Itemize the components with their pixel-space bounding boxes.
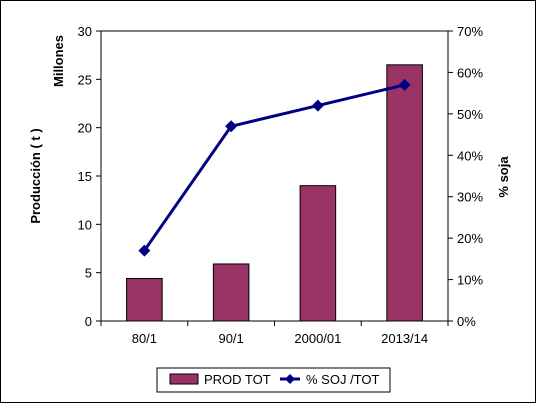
category-axis-ticks: 80/1 90/1 2000/01 2013/14: [100, 321, 449, 346]
category-label: 2013/14: [381, 331, 428, 346]
legend-label-line: % SOJ /TOT: [306, 372, 379, 387]
right-tick-label: 60%: [457, 65, 483, 80]
right-axis-ticks: 0% 10% 20% 30% 40% 50% 60% 70%: [448, 24, 483, 329]
line-path: [143, 83, 405, 252]
left-tick-label: 20: [78, 121, 92, 136]
left-tick-label: 30: [78, 24, 92, 39]
legend: PROD TOT % SOJ /TOT: [156, 367, 391, 393]
line-marker: [138, 244, 151, 257]
bar: [126, 277, 163, 322]
bar-series: [126, 64, 423, 322]
category-label: 80/1: [132, 331, 157, 346]
bar: [299, 185, 337, 322]
category-label: 2000/01: [294, 331, 341, 346]
left-tick-label: 10: [78, 217, 92, 232]
left-axis-label: Producción ( t ): [28, 128, 43, 223]
left-axis-ticks: 0 5 10 15 20 25 30: [78, 24, 101, 329]
left-tick-label: 15: [78, 169, 92, 184]
right-axis-label: % soja: [496, 156, 511, 198]
legend-swatch-marker: [285, 374, 295, 384]
category-label: 90/1: [218, 331, 243, 346]
legend-swatch-bar: [169, 373, 199, 385]
right-tick-label: 0%: [457, 314, 476, 329]
bar: [386, 64, 423, 322]
right-tick-label: 70%: [457, 24, 483, 39]
line-marker: [398, 78, 411, 91]
right-tick-label: 40%: [457, 148, 483, 163]
legend-label-bar: PROD TOT: [204, 372, 271, 387]
left-tick-label: 5: [85, 266, 92, 281]
line-marker: [225, 120, 238, 133]
left-axis-unit-label: Millones: [51, 35, 66, 87]
right-tick-label: 10%: [457, 273, 483, 288]
right-tick-label: 30%: [457, 190, 483, 205]
line-marker: [311, 99, 324, 112]
left-tick-label: 25: [78, 72, 92, 87]
line-series: [138, 78, 411, 257]
left-tick-label: 0: [85, 314, 92, 329]
right-tick-label: 20%: [457, 231, 483, 246]
right-tick-label: 50%: [457, 107, 483, 122]
bar: [212, 263, 250, 322]
